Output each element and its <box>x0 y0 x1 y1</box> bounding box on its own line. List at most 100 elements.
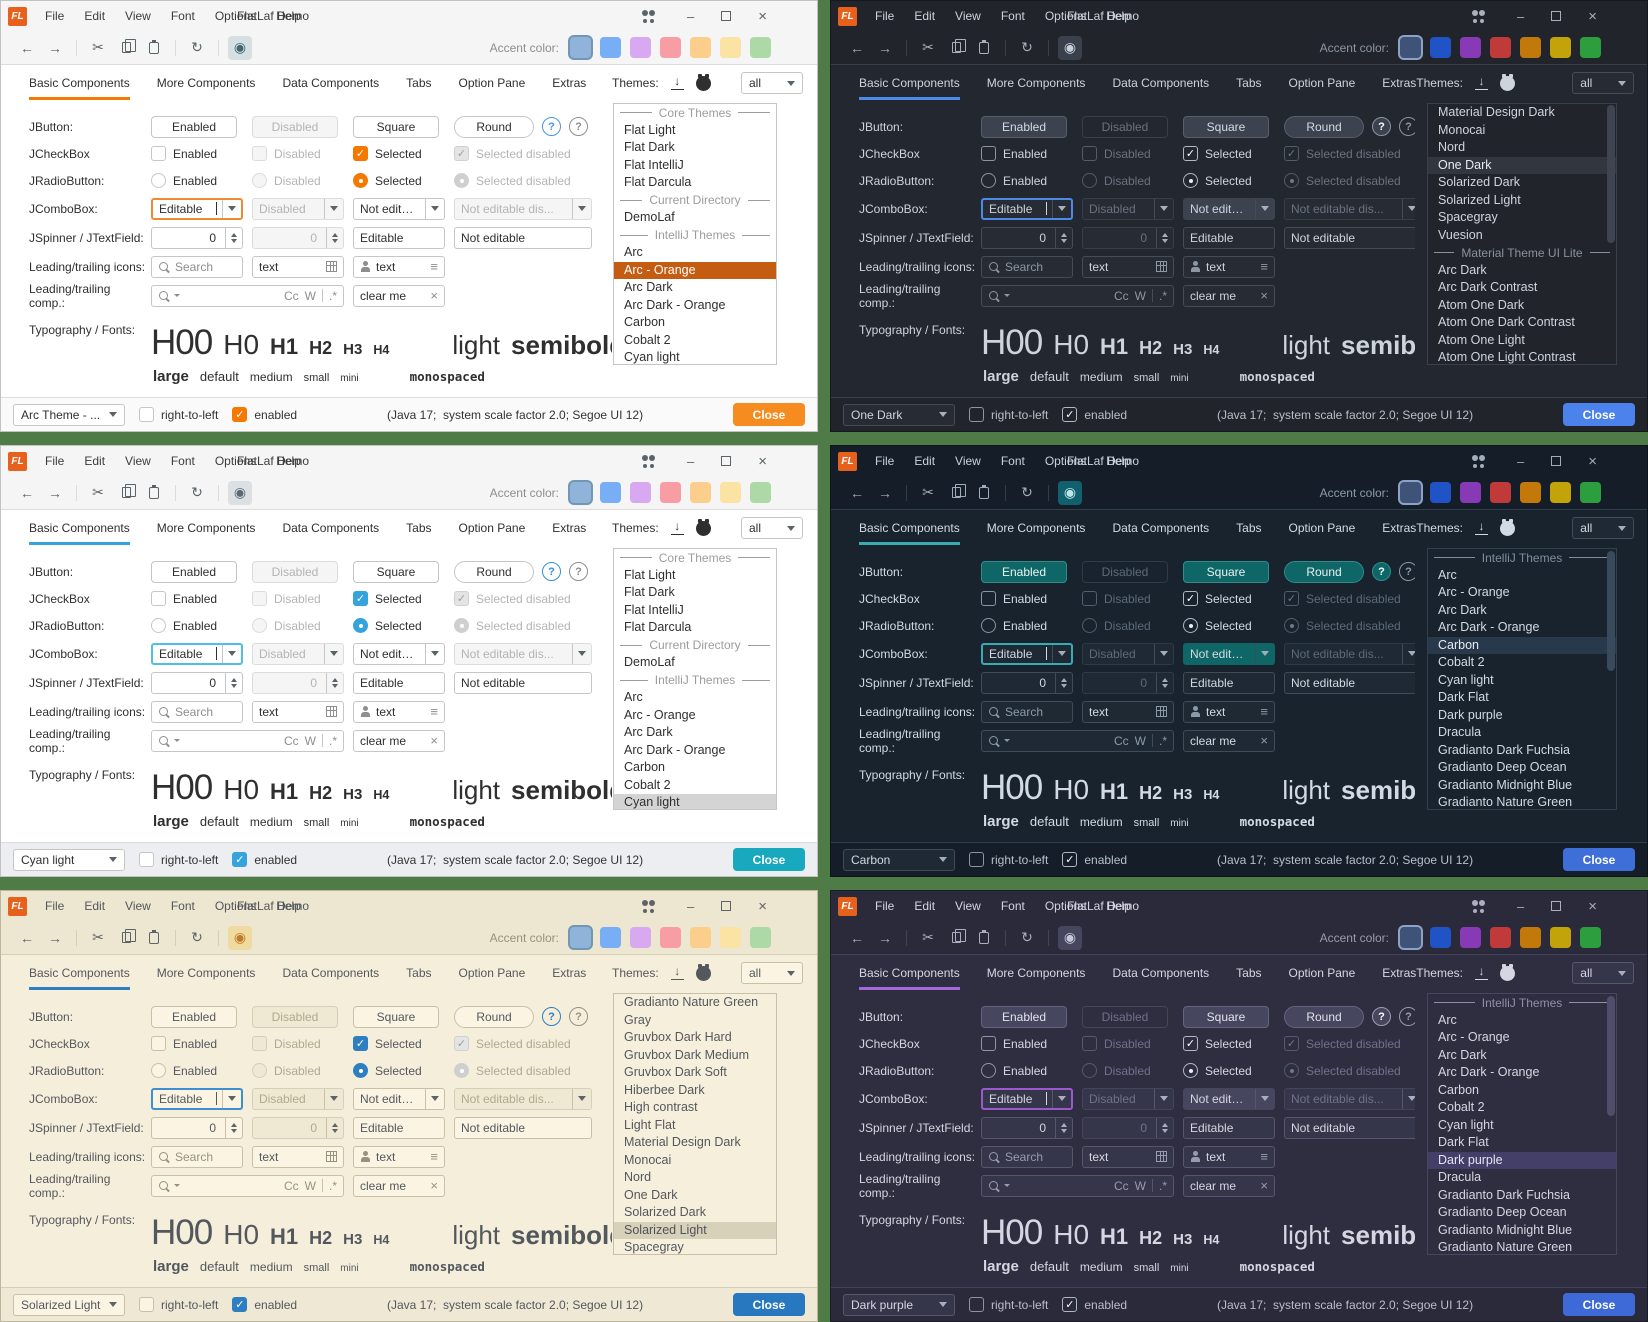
show-hidden-toggle-icon[interactable]: ◉ <box>1058 480 1082 505</box>
theme-item-material-design-dark[interactable]: Material Design Dark <box>624 1135 741 1149</box>
close-button[interactable]: Close <box>733 1293 805 1316</box>
checkbox-selected[interactable]: ✓ <box>353 1036 368 1051</box>
tab-option-pane[interactable]: Option Pane <box>1288 521 1356 535</box>
spinner-enabled[interactable]: 0 <box>151 226 243 249</box>
github-icon[interactable] <box>1499 73 1515 91</box>
menu-item-file[interactable]: File <box>875 454 895 468</box>
clear-icon[interactable]: × <box>430 288 438 303</box>
tab-extras[interactable]: Extras <box>1382 966 1417 980</box>
menu-item-edit[interactable]: Edit <box>914 9 936 23</box>
square-button[interactable]: Square <box>353 115 439 138</box>
close-window-icon[interactable]: × <box>1588 897 1597 915</box>
search-with-options-field[interactable]: Cc W .* <box>151 1174 344 1197</box>
menu-item-edit[interactable]: Edit <box>84 454 106 468</box>
tab-more-components[interactable]: More Components <box>156 76 256 90</box>
search-icon[interactable] <box>158 290 170 302</box>
back-icon[interactable]: ← <box>850 929 864 946</box>
theme-item-one-dark[interactable]: One Dark <box>624 1187 678 1202</box>
match-case-button[interactable]: Cc <box>283 1178 299 1193</box>
cut-icon[interactable]: ✂ <box>92 39 104 55</box>
download-icon[interactable]: ↓ <box>1474 520 1488 535</box>
menu-item-font[interactable]: Font <box>1000 454 1025 468</box>
accent-swatch-6[interactable] <box>720 482 741 503</box>
forward-icon[interactable]: → <box>878 484 892 501</box>
accent-swatch-6[interactable] <box>1550 37 1571 58</box>
tab-tabs[interactable]: Tabs <box>1236 966 1262 980</box>
enabled-checkbox[interactable]: ✓ enabled <box>232 852 297 867</box>
theme-item-arc-dark-orange[interactable]: Arc Dark - Orange <box>624 742 726 757</box>
theme-item-arc-dark-orange[interactable]: Arc Dark - Orange <box>1438 1065 1540 1079</box>
radio-enabled[interactable] <box>151 618 166 633</box>
refresh-icon[interactable]: ↻ <box>191 929 203 945</box>
theme-item-vuesion[interactable]: Vuesion <box>1438 227 1483 242</box>
menu-item-view[interactable]: View <box>125 899 151 913</box>
list-icon[interactable]: ≡ <box>1260 1149 1268 1164</box>
match-case-button[interactable]: Cc <box>283 288 299 303</box>
refresh-icon[interactable]: ↻ <box>1021 484 1033 500</box>
theme-item-flat-darcula[interactable]: Flat Darcula <box>624 175 692 189</box>
round-button[interactable]: Round <box>1284 560 1364 583</box>
tab-data-components[interactable]: Data Components <box>1112 76 1210 90</box>
theme-item-arc-orange[interactable]: Arc - Orange <box>624 707 696 722</box>
theme-item-solarized-light[interactable]: Solarized Light <box>614 1221 776 1239</box>
help-button-disabled[interactable]: ? <box>569 1007 588 1026</box>
minimize-icon[interactable]: – <box>1517 898 1525 914</box>
theme-item-material-design-dark[interactable]: Material Design Dark <box>1438 105 1555 119</box>
paste-icon[interactable] <box>142 36 166 60</box>
theme-item-solarized-light[interactable]: Solarized Light <box>1438 192 1521 207</box>
users-icon[interactable] <box>1470 899 1490 913</box>
accent-swatch-4[interactable] <box>1490 482 1511 503</box>
theme-item-dark-purple[interactable]: Dark purple <box>1438 707 1503 722</box>
close-window-icon[interactable]: × <box>1588 7 1597 25</box>
theme-item-cyan-light[interactable]: Cyan light <box>614 794 776 809</box>
combobox-not-editable[interactable]: Not editable <box>353 1087 445 1110</box>
theme-item-high-contrast[interactable]: High contrast <box>624 1100 698 1114</box>
theme-item-gradianto-dark-fuchsia[interactable]: Gradianto Dark Fuchsia <box>1438 742 1571 757</box>
menu-item-help[interactable]: Help <box>1106 9 1131 23</box>
theme-filter-combo[interactable]: all <box>1572 962 1635 984</box>
accent-swatch-3[interactable] <box>1460 37 1481 58</box>
users-icon[interactable] <box>640 899 660 913</box>
radio-selected[interactable] <box>1183 618 1198 633</box>
tab-more-components[interactable]: More Components <box>156 966 256 980</box>
menu-item-edit[interactable]: Edit <box>84 899 106 913</box>
clear-icon[interactable]: × <box>1260 733 1268 748</box>
list-icon[interactable]: ≡ <box>1260 704 1268 719</box>
theme-filter-combo[interactable]: all <box>741 962 803 984</box>
menu-item-help[interactable]: Help <box>1106 454 1131 468</box>
radio-enabled[interactable] <box>151 173 166 188</box>
spinner-arrows[interactable] <box>225 672 242 693</box>
checkbox-selected[interactable]: ✓ <box>353 591 368 606</box>
cut-icon[interactable]: ✂ <box>922 39 934 55</box>
person-field[interactable]: text ≡ <box>1183 255 1275 278</box>
round-button[interactable]: Round <box>454 560 534 583</box>
minimize-icon[interactable]: – <box>1517 453 1525 469</box>
menu-item-font[interactable]: Font <box>1000 9 1025 23</box>
theme-item-flat-light[interactable]: Flat Light <box>624 122 676 137</box>
accent-swatch-4[interactable] <box>1490 927 1511 948</box>
menu-item-options[interactable]: Options <box>1044 9 1087 23</box>
theme-item-gradianto-deep-ocean[interactable]: Gradianto Deep Ocean <box>1438 760 1567 774</box>
close-button[interactable]: Close <box>1563 403 1635 426</box>
theme-item-arc[interactable]: Arc <box>624 690 643 704</box>
tab-option-pane[interactable]: Option Pane <box>458 966 526 980</box>
theme-item-monocai[interactable]: Monocai <box>624 1152 672 1167</box>
accent-swatch-6[interactable] <box>720 37 741 58</box>
search-field[interactable]: Search <box>151 700 243 723</box>
search-with-options-field[interactable]: Cc W .* <box>151 284 344 307</box>
theme-item-arc-orange[interactable]: Arc - Orange <box>614 261 776 279</box>
theme-selector-combo[interactable]: One Dark <box>843 403 955 426</box>
tab-data-components[interactable]: Data Components <box>1112 966 1210 980</box>
menu-item-font[interactable]: Font <box>170 454 195 468</box>
menu-item-options[interactable]: Options <box>214 454 257 468</box>
theme-item-carbon[interactable]: Carbon <box>624 315 665 329</box>
calendar-field[interactable]: text <box>1082 1145 1174 1168</box>
menu-item-view[interactable]: View <box>955 9 981 23</box>
help-button-disabled[interactable]: ? <box>569 562 588 581</box>
theme-item-gruvbox-dark-medium[interactable]: Gruvbox Dark Medium <box>624 1047 750 1062</box>
accent-swatch-6[interactable] <box>720 927 741 948</box>
theme-item-dracula[interactable]: Dracula <box>1438 1170 1482 1184</box>
paste-icon[interactable] <box>142 926 166 950</box>
refresh-icon[interactable]: ↻ <box>1021 39 1033 55</box>
square-button[interactable]: Square <box>1183 560 1269 583</box>
